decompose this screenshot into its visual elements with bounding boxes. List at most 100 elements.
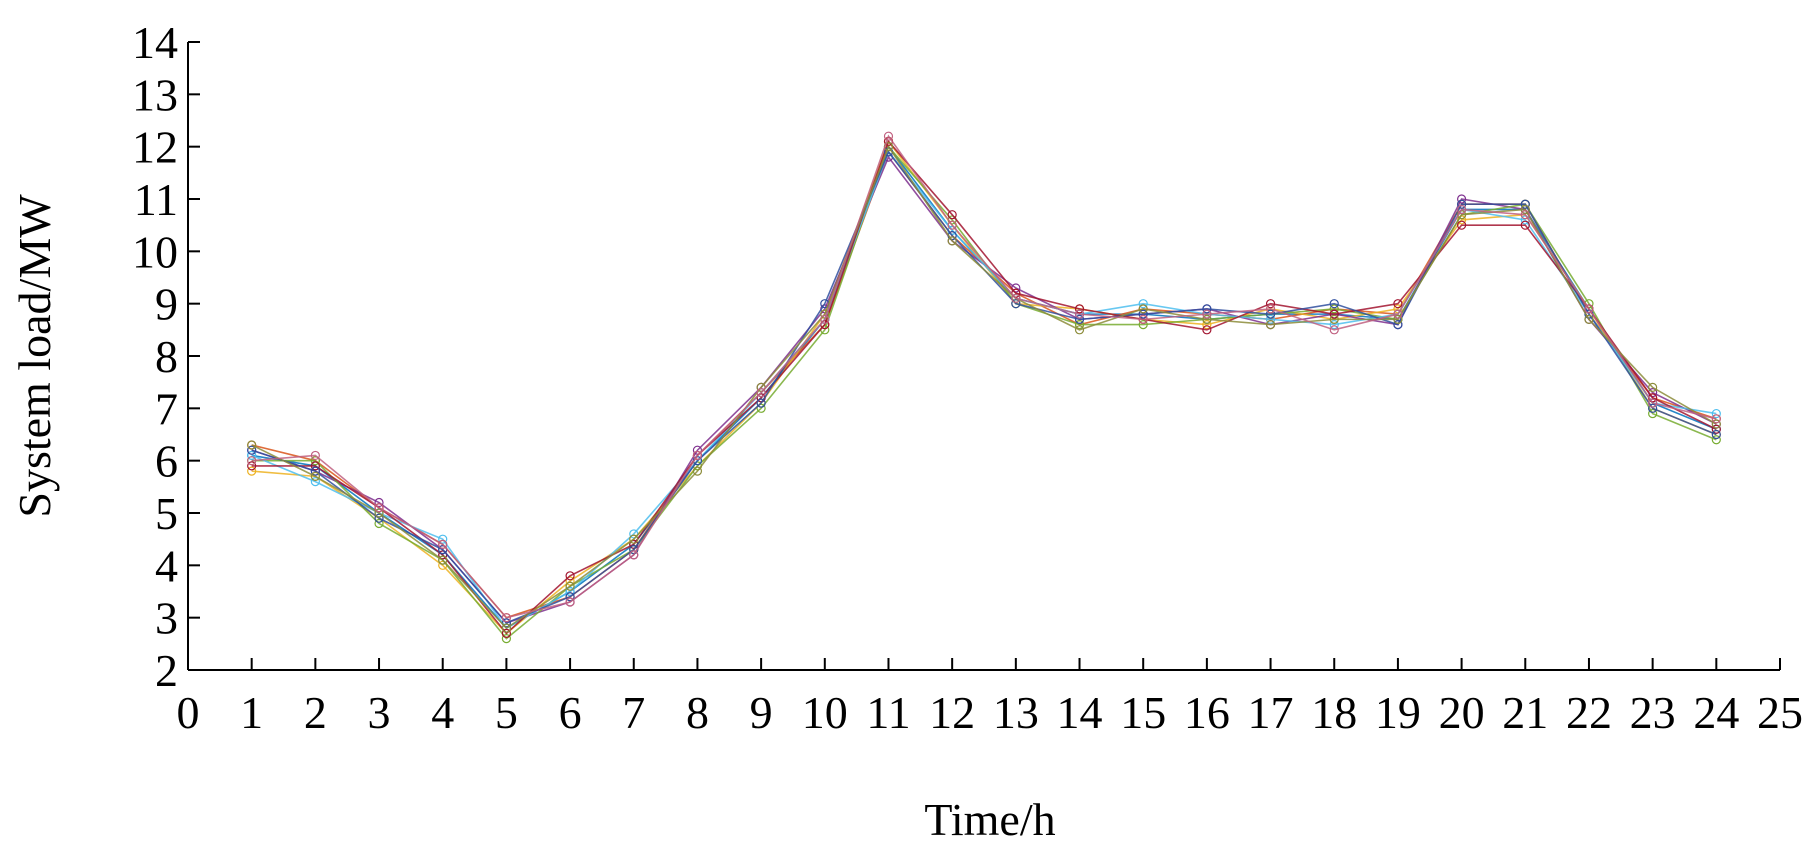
y-tick-label: 10 <box>132 226 178 277</box>
point <box>1329 314 1339 324</box>
point <box>1393 309 1403 319</box>
y-tick-label: 13 <box>132 69 178 120</box>
y-tick-label: 6 <box>155 436 178 487</box>
x-tick-label: 9 <box>750 687 773 738</box>
x-tick-label: 8 <box>686 687 709 738</box>
point <box>1393 299 1403 309</box>
point <box>1520 220 1530 230</box>
point <box>1520 210 1530 220</box>
point <box>1265 309 1276 319</box>
x-tick-label: 15 <box>1120 687 1166 738</box>
point <box>565 581 575 591</box>
point <box>820 314 830 324</box>
point <box>1265 299 1276 309</box>
x-tick-label: 4 <box>431 687 454 738</box>
point <box>1584 314 1594 324</box>
y-tick-label: 8 <box>155 331 178 382</box>
x-tick-label: 23 <box>1630 687 1676 738</box>
point <box>565 571 575 581</box>
series-line <box>251 134 1717 619</box>
point <box>438 539 448 550</box>
y-tick-label: 3 <box>155 593 178 644</box>
point <box>1648 408 1658 419</box>
x-tick-label: 25 <box>1757 687 1803 738</box>
point <box>1393 314 1403 324</box>
point <box>629 550 639 560</box>
y-tick-label: 7 <box>155 383 178 434</box>
point <box>1584 304 1594 314</box>
point <box>756 398 766 408</box>
point <box>1456 204 1467 215</box>
point <box>1648 403 1658 413</box>
x-tick-label: 24 <box>1693 687 1739 738</box>
x-tick-label: 19 <box>1375 687 1421 738</box>
x-tick-label: 3 <box>368 687 391 738</box>
point <box>247 461 257 471</box>
point <box>565 597 575 607</box>
y-tick-label: 14 <box>132 17 178 68</box>
x-tick-label: 7 <box>622 687 645 738</box>
point <box>692 466 703 476</box>
x-tick-label: 12 <box>929 687 975 738</box>
x-tick-label: 6 <box>559 687 582 738</box>
point <box>1711 424 1721 434</box>
x-tick-label: 18 <box>1311 687 1357 738</box>
point <box>756 388 766 398</box>
point <box>1329 304 1339 314</box>
series-line <box>251 155 1717 624</box>
point <box>374 497 384 508</box>
point <box>1138 304 1148 314</box>
point <box>692 450 703 461</box>
point <box>1456 220 1467 230</box>
point <box>438 555 448 565</box>
point <box>565 576 575 586</box>
x-tick-label: 21 <box>1502 687 1548 738</box>
x-tick-label: 0 <box>177 687 200 738</box>
point <box>1648 398 1658 408</box>
point <box>1202 320 1212 330</box>
point <box>1138 309 1148 319</box>
point <box>310 450 320 461</box>
point <box>310 477 320 487</box>
point <box>1074 320 1085 330</box>
point <box>1138 314 1148 324</box>
point <box>1074 314 1085 324</box>
point <box>1265 320 1276 330</box>
x-tick-label: 5 <box>495 687 518 738</box>
x-tick-label: 22 <box>1566 687 1612 738</box>
point <box>374 513 384 523</box>
point <box>1329 320 1339 330</box>
x-tick-label: 14 <box>1057 687 1103 738</box>
point <box>501 633 511 644</box>
x-tick-label: 1 <box>240 687 263 738</box>
point <box>247 456 257 466</box>
point <box>374 518 384 529</box>
point <box>565 586 575 597</box>
point <box>1202 314 1212 324</box>
point <box>883 131 894 141</box>
y-tick-label: 11 <box>134 174 178 225</box>
x-tick-label: 20 <box>1439 687 1485 738</box>
series-line <box>251 145 1717 640</box>
point <box>438 534 448 544</box>
point <box>1138 299 1148 309</box>
point <box>1711 414 1721 424</box>
point <box>1648 382 1658 392</box>
point <box>1393 320 1403 330</box>
point <box>1520 199 1530 209</box>
point <box>1711 435 1721 445</box>
point <box>247 445 257 455</box>
series-line <box>251 144 1717 630</box>
x-tick-label: 13 <box>993 687 1039 738</box>
series-line <box>251 150 1717 630</box>
y-tick-label: 12 <box>132 122 178 173</box>
point <box>1202 304 1212 314</box>
point <box>1138 320 1148 330</box>
point <box>1074 304 1085 314</box>
point <box>947 210 957 220</box>
point <box>1711 408 1721 419</box>
point <box>1456 194 1467 204</box>
x-tick-label: 2 <box>304 687 327 738</box>
y-tick-label: 5 <box>155 488 178 539</box>
